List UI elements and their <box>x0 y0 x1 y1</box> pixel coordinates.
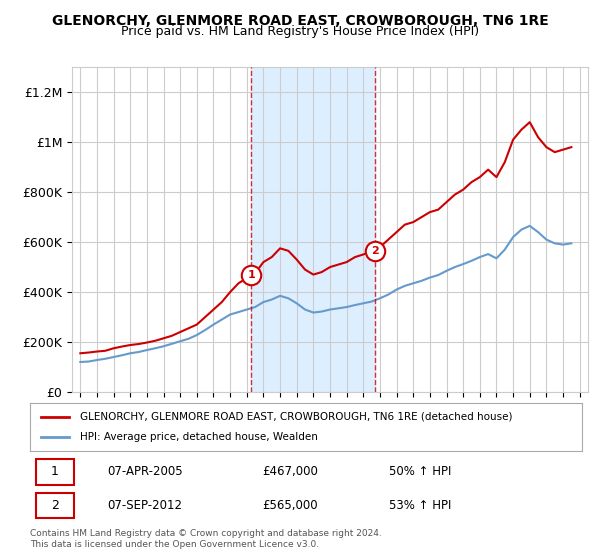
Text: 2: 2 <box>371 246 379 256</box>
Text: Contains HM Land Registry data © Crown copyright and database right 2024.
This d: Contains HM Land Registry data © Crown c… <box>30 529 382 549</box>
Text: £565,000: £565,000 <box>262 499 317 512</box>
Text: £467,000: £467,000 <box>262 465 318 478</box>
Text: 07-SEP-2012: 07-SEP-2012 <box>107 499 182 512</box>
FancyBboxPatch shape <box>35 459 74 484</box>
Text: GLENORCHY, GLENMORE ROAD EAST, CROWBOROUGH, TN6 1RE (detached house): GLENORCHY, GLENMORE ROAD EAST, CROWBOROU… <box>80 412 512 422</box>
FancyBboxPatch shape <box>35 493 74 518</box>
Text: 53% ↑ HPI: 53% ↑ HPI <box>389 499 451 512</box>
Text: 50% ↑ HPI: 50% ↑ HPI <box>389 465 451 478</box>
Text: HPI: Average price, detached house, Wealden: HPI: Average price, detached house, Weal… <box>80 432 317 442</box>
Text: 07-APR-2005: 07-APR-2005 <box>107 465 183 478</box>
Text: GLENORCHY, GLENMORE ROAD EAST, CROWBOROUGH, TN6 1RE: GLENORCHY, GLENMORE ROAD EAST, CROWBOROU… <box>52 14 548 28</box>
Text: Price paid vs. HM Land Registry's House Price Index (HPI): Price paid vs. HM Land Registry's House … <box>121 25 479 38</box>
Text: 1: 1 <box>247 270 255 281</box>
Bar <box>251 67 375 392</box>
Text: 1: 1 <box>51 465 59 478</box>
Text: 2: 2 <box>51 499 59 512</box>
